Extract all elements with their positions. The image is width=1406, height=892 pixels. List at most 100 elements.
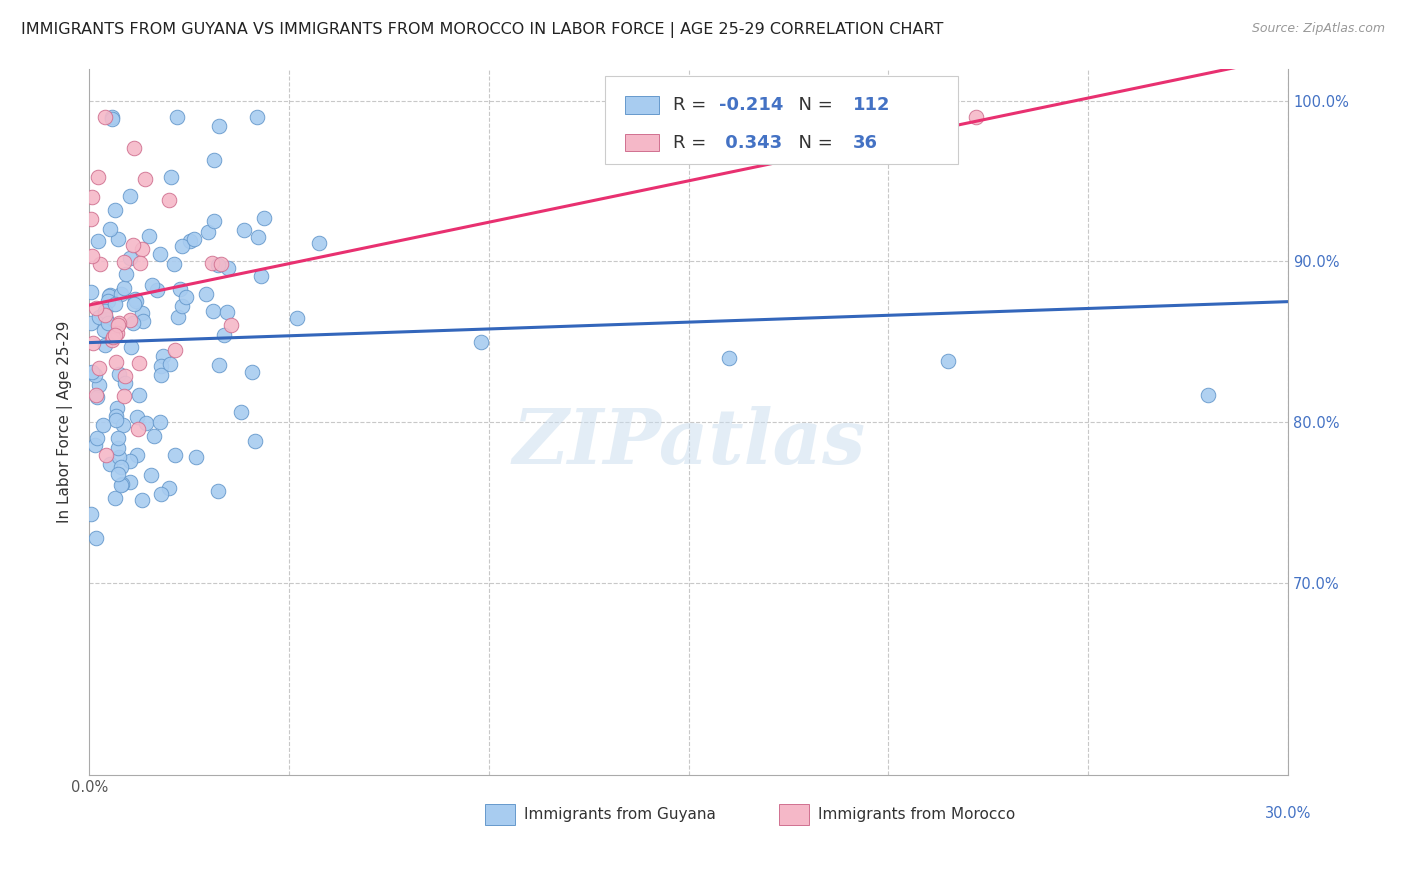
Point <box>84 532 107 546</box>
Point <box>308 235 330 250</box>
Point <box>160 169 183 184</box>
Point <box>179 234 201 248</box>
Text: IMMIGRANTS FROM GUYANA VS IMMIGRANTS FROM MOROCCO IN LABOR FORCE | AGE 25-29 COR: IMMIGRANTS FROM GUYANA VS IMMIGRANTS FRO… <box>21 22 943 38</box>
Point <box>94 448 117 462</box>
Point <box>229 405 252 419</box>
Point <box>125 448 148 462</box>
Point <box>129 256 152 270</box>
Point <box>124 297 146 311</box>
Point <box>470 334 492 349</box>
Point <box>197 225 219 239</box>
Point <box>202 304 225 318</box>
Point <box>169 282 191 296</box>
Point <box>94 110 117 124</box>
Point <box>202 213 225 227</box>
Point <box>150 368 173 383</box>
Point <box>120 475 142 490</box>
Point <box>167 310 190 324</box>
Point <box>108 316 131 330</box>
Point <box>131 242 153 256</box>
Point <box>82 336 104 351</box>
Point <box>108 450 131 464</box>
Point <box>96 294 118 309</box>
Point <box>211 257 233 271</box>
Point <box>149 247 172 261</box>
Point <box>159 357 181 371</box>
Point <box>120 340 142 354</box>
Point <box>87 170 110 185</box>
Point <box>243 434 266 449</box>
Point <box>163 257 186 271</box>
Point <box>250 268 273 283</box>
Point <box>207 258 229 272</box>
Point <box>96 311 118 326</box>
Point <box>84 368 107 382</box>
Point <box>110 460 132 475</box>
Point <box>80 249 103 263</box>
Text: R =: R = <box>673 134 711 152</box>
Point <box>120 252 142 266</box>
Text: ZIPatlas: ZIPatlas <box>512 406 865 480</box>
Point <box>80 285 103 299</box>
Point <box>201 256 224 270</box>
Point <box>100 288 122 302</box>
Point <box>124 292 146 306</box>
Point <box>132 314 155 328</box>
Point <box>112 388 135 402</box>
Point <box>172 299 194 313</box>
Point <box>89 310 111 325</box>
Point <box>214 327 236 342</box>
Point <box>107 232 129 246</box>
Point <box>118 454 141 468</box>
FancyBboxPatch shape <box>605 76 959 164</box>
Point <box>108 367 131 381</box>
Point <box>124 140 146 154</box>
Point <box>112 281 135 295</box>
Point <box>94 308 117 322</box>
Point <box>89 360 111 375</box>
Point <box>152 349 174 363</box>
Point <box>246 110 269 124</box>
Point <box>104 491 127 505</box>
Point <box>112 255 135 269</box>
Point <box>217 261 239 276</box>
FancyBboxPatch shape <box>626 96 658 114</box>
Point <box>86 301 108 316</box>
Point <box>93 323 115 337</box>
Point <box>118 189 141 203</box>
Y-axis label: In Labor Force | Age 25-29: In Labor Force | Age 25-29 <box>58 321 73 523</box>
Point <box>138 229 160 244</box>
Point <box>86 235 108 249</box>
Text: N =: N = <box>787 134 838 152</box>
Point <box>101 112 124 127</box>
Point <box>89 257 111 271</box>
Point <box>80 316 103 330</box>
Point <box>253 211 276 225</box>
Point <box>98 221 121 235</box>
Text: N =: N = <box>787 96 838 114</box>
Point <box>186 450 208 464</box>
Point <box>163 448 186 462</box>
Point <box>128 356 150 370</box>
Point <box>139 467 162 482</box>
Point <box>965 110 987 124</box>
Point <box>104 409 127 423</box>
Point <box>143 428 166 442</box>
Point <box>107 318 129 332</box>
FancyBboxPatch shape <box>626 134 658 152</box>
Point <box>105 401 128 415</box>
Point <box>131 306 153 320</box>
Point <box>105 355 128 369</box>
Point <box>285 310 308 325</box>
Point <box>219 318 242 332</box>
Text: 36: 36 <box>853 134 877 152</box>
Point <box>208 120 231 134</box>
Point <box>157 481 180 495</box>
Point <box>135 416 157 430</box>
Point <box>246 229 269 244</box>
Point <box>215 305 238 319</box>
Point <box>128 388 150 402</box>
Point <box>938 354 960 368</box>
Point <box>145 283 167 297</box>
Point <box>208 358 231 372</box>
